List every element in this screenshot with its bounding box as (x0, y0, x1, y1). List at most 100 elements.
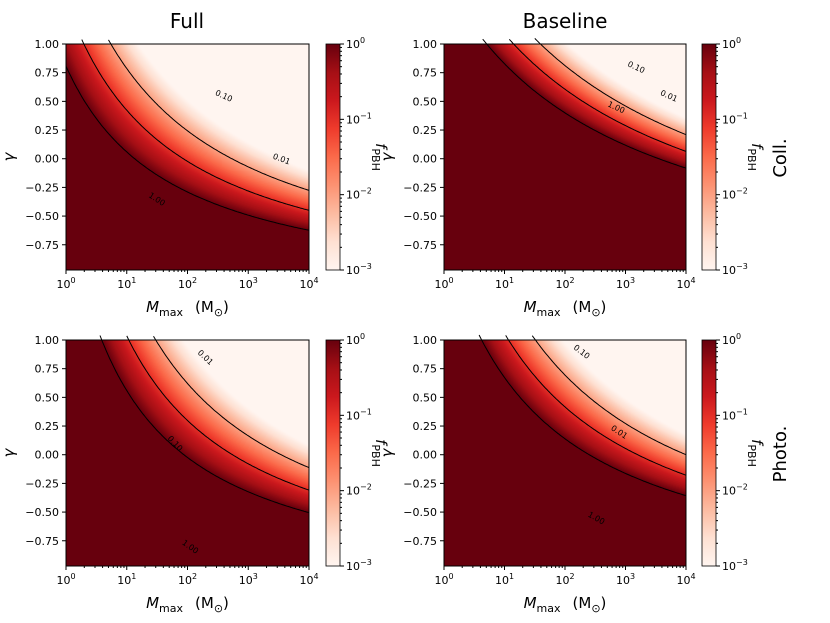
y-tick-label: 0.75 (413, 363, 438, 376)
heatmap-image (444, 44, 686, 270)
x-tick-exp: 2 (192, 572, 197, 581)
x-tick-exp: 3 (253, 572, 258, 581)
x-tick-base: 10 (117, 574, 131, 587)
contour-line (65, 65, 310, 231)
colorbar-label: fPBH (745, 143, 766, 171)
x-tick-exp: 2 (569, 572, 574, 581)
colorbar-tick-base: 10 (722, 560, 736, 573)
y-tick-label: 1.00 (35, 334, 60, 347)
colorbar-tick-label: 10−2 (722, 187, 748, 202)
colorbar-tick-base: 10 (722, 264, 736, 277)
x-axis-label: Mmax (M⊙) (146, 594, 229, 615)
x-tick-label: 102 (178, 276, 197, 291)
y-tick-label: 1.00 (35, 38, 60, 51)
y-tick-label: −0.75 (403, 535, 437, 548)
contour-line (153, 335, 310, 469)
x-tick-base: 10 (555, 278, 569, 291)
x-tick-label: 103 (616, 572, 635, 587)
x-tick-label: 100 (56, 276, 75, 291)
colorbar-tick-label: 10−2 (722, 483, 748, 498)
y-axis-label: γ (378, 447, 396, 457)
x-label-unit-sub: ⊙ (591, 602, 600, 615)
colorbar-label-sub: PBH (369, 148, 382, 170)
y-tick-label: 0.00 (413, 153, 438, 166)
x-label-unit: (M (573, 594, 592, 612)
colorbar-tick-exp: −1 (736, 407, 748, 416)
colorbar-label-main: f (748, 439, 766, 447)
x-label-unit: (M (573, 298, 592, 316)
contour-line (126, 335, 310, 491)
x-tick-exp: 1 (509, 276, 514, 285)
colorbar-tick-base: 10 (722, 38, 736, 51)
x-tick-exp: 0 (448, 276, 453, 285)
y-tick-label: 0.25 (413, 420, 438, 433)
y-tick-label: 0.25 (35, 420, 60, 433)
contour-line (531, 335, 687, 456)
y-tick-label: −0.25 (403, 477, 437, 490)
y-tick-label: −0.25 (25, 181, 59, 194)
colorbar-tick-base: 10 (346, 485, 360, 498)
contour-line (534, 38, 687, 136)
colorbar: 10−3 10−2 10−1 10 0 fPBH (701, 332, 766, 573)
colorbar-tick-exp: 0 (360, 36, 365, 45)
x-tick-exp: 0 (70, 572, 75, 581)
colorbar-tick-label: 10−1 (346, 111, 372, 126)
colorbar-tick-exp: 0 (736, 36, 741, 45)
contour-line (482, 38, 687, 169)
x-tick-base: 10 (616, 574, 630, 587)
contour-line (99, 335, 310, 514)
y-tick-label: 0.50 (35, 391, 60, 404)
x-tick-label: 100 (56, 572, 75, 587)
colorbar-label: fPBH (369, 143, 390, 171)
y-axis-label: γ (0, 447, 18, 457)
y-tick-label: 0.25 (35, 124, 60, 137)
contour-line (478, 334, 687, 497)
colorbar-tick-label: 100 (346, 332, 365, 347)
y-tick-label: −0.50 (25, 506, 59, 519)
colorbar-tick-label: 10−1 (722, 407, 748, 422)
colorbar-gradient (325, 43, 341, 271)
colorbar-tick-base: 10 (722, 189, 736, 202)
y-tick-label: 0.00 (35, 153, 60, 166)
x-label-sub: max (159, 602, 183, 615)
x-tick-base: 10 (676, 278, 690, 291)
colorbar-label: fPBH (745, 439, 766, 467)
colorbar-tick-exp: −3 (736, 262, 748, 271)
y-tick-label: −0.50 (403, 210, 437, 223)
colorbar-tick-label: 10−3 (722, 558, 748, 573)
colorbar-tick-exp: −3 (360, 262, 372, 271)
contour-line (505, 335, 687, 476)
colorbar-tick-label: 10−2 (346, 187, 372, 202)
x-label-unit-close: ) (223, 594, 229, 612)
y-tick-label: 0.50 (35, 95, 60, 108)
colorbar-label-sub: PBH (369, 444, 382, 466)
x-tick-label: 103 (239, 572, 258, 587)
x-tick-exp: 4 (313, 572, 318, 581)
x-tick-exp: 0 (448, 572, 453, 581)
x-tick-exp: 1 (509, 572, 514, 581)
colorbar-tick-exp: −1 (360, 407, 372, 416)
x-tick-exp: 4 (313, 276, 318, 285)
heatmap-image (66, 44, 309, 270)
colorbar-tick-exp: 0 (736, 332, 741, 341)
x-tick-base: 10 (239, 278, 253, 291)
colorbar-gradient (701, 339, 717, 567)
colorbar-gradient (325, 339, 341, 567)
x-tick-exp: 3 (630, 276, 635, 285)
x-tick-exp: 4 (690, 572, 695, 581)
colorbar-tick-base: 10 (346, 189, 360, 202)
x-tick-label: 104 (676, 276, 695, 291)
colorbar-gradient (701, 43, 717, 271)
heatmap-image (66, 340, 309, 566)
x-label-unit-sub: ⊙ (591, 306, 600, 319)
x-tick-label: 104 (676, 572, 695, 587)
x-label-unit-close: ) (223, 298, 229, 316)
colorbar-tick-exp: −1 (736, 111, 748, 120)
x-tick-exp: 4 (690, 276, 695, 285)
x-label-sub: max (159, 306, 183, 319)
x-tick-label: 104 (299, 572, 318, 587)
